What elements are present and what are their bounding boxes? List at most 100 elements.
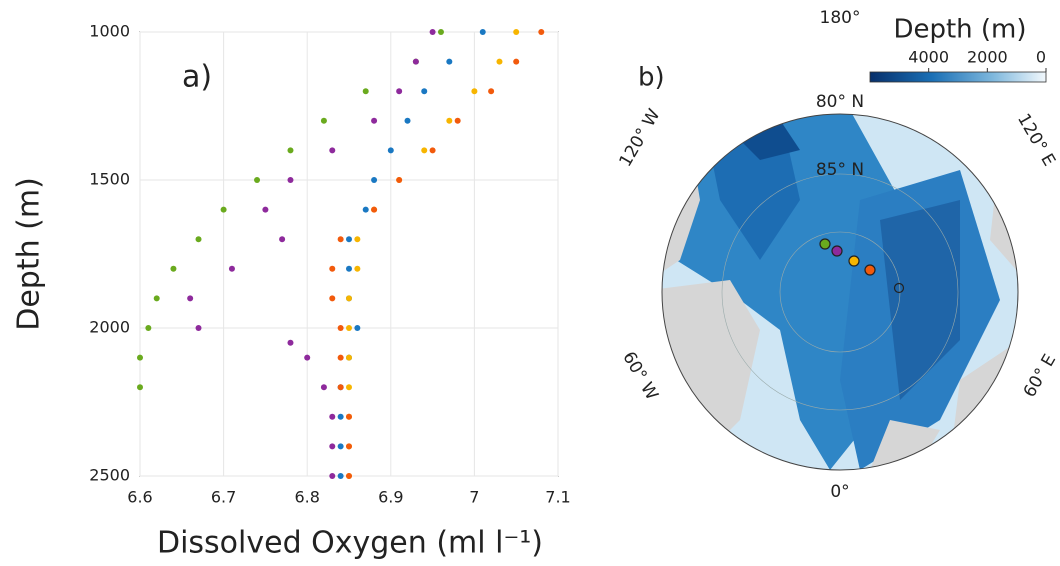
x-tick-label: 6.8	[294, 488, 319, 507]
data-point	[446, 59, 452, 65]
data-point	[421, 147, 427, 153]
data-point	[346, 325, 352, 331]
lon-label: 180°	[820, 8, 861, 28]
data-point	[329, 414, 335, 420]
data-point	[321, 118, 327, 124]
data-point	[513, 29, 519, 35]
data-point	[405, 118, 411, 124]
data-point	[354, 325, 360, 331]
data-point	[338, 325, 344, 331]
data-point	[430, 147, 436, 153]
data-point	[513, 59, 519, 65]
data-point	[480, 29, 486, 35]
y-tick-label: 2000	[89, 318, 130, 337]
data-point	[329, 443, 335, 449]
data-point	[145, 325, 151, 331]
x-tick-label: 6.6	[127, 488, 152, 507]
data-point	[279, 236, 285, 242]
lat-label: 85° N	[816, 160, 864, 180]
data-point	[137, 384, 143, 390]
colorbar-ticks: 4000 2000 0	[908, 48, 1046, 73]
data-point	[137, 355, 143, 361]
data-point	[329, 295, 335, 301]
plot-frame	[140, 32, 558, 476]
data-point	[346, 236, 352, 242]
y-axis-label: Depth (m)	[12, 177, 47, 331]
lon-label: 120° E	[1013, 110, 1059, 169]
data-point	[346, 384, 352, 390]
data-point	[287, 147, 293, 153]
lon-label: 60° W	[618, 348, 662, 403]
data-point	[229, 266, 235, 272]
data-point	[338, 384, 344, 390]
data-point	[329, 266, 335, 272]
panel-label: b)	[638, 63, 665, 93]
data-point	[496, 59, 502, 65]
lon-label: 60° E	[1020, 351, 1060, 401]
data-point	[363, 88, 369, 94]
data-point	[430, 29, 436, 35]
data-point	[338, 443, 344, 449]
data-point	[346, 443, 352, 449]
data-point	[154, 295, 160, 301]
y-tick-label: 1000	[89, 22, 130, 41]
data-point	[455, 118, 461, 124]
colorbar-tick-label: 4000	[908, 48, 949, 67]
data-point	[421, 88, 427, 94]
data-point	[221, 207, 227, 213]
data-point	[396, 177, 402, 183]
data-point	[187, 295, 193, 301]
data-point	[346, 266, 352, 272]
data-point	[346, 473, 352, 479]
lon-label: 0°	[830, 482, 849, 502]
data-point	[338, 414, 344, 420]
data-point	[346, 414, 352, 420]
data-point	[170, 266, 176, 272]
data-point	[438, 29, 444, 35]
x-tick-label: 6.7	[211, 488, 236, 507]
y-tick-label: 1500	[89, 170, 130, 189]
data-point	[196, 236, 202, 242]
data-point	[413, 59, 419, 65]
data-point	[329, 473, 335, 479]
data-point	[488, 88, 494, 94]
data-point	[354, 236, 360, 242]
y-tick-label: 2500	[89, 466, 130, 485]
data-point	[396, 88, 402, 94]
colorbar	[870, 72, 1046, 82]
data-point	[471, 88, 477, 94]
data-point	[287, 177, 293, 183]
data-point	[338, 355, 344, 361]
panel-label: a)	[182, 60, 212, 95]
data-point	[346, 355, 352, 361]
data-point	[262, 207, 268, 213]
x-tick-label: 7.1	[545, 488, 570, 507]
lon-label: 120° W	[616, 105, 665, 170]
data-point	[354, 266, 360, 272]
data-point	[287, 340, 293, 346]
x-tick-label: 7	[469, 488, 479, 507]
data-point	[371, 177, 377, 183]
data-point	[538, 29, 544, 35]
data-point	[346, 295, 352, 301]
data-point	[338, 236, 344, 242]
data-point	[446, 118, 452, 124]
data-point	[338, 473, 344, 479]
data-point	[321, 384, 327, 390]
data-point	[388, 147, 394, 153]
data-point	[304, 355, 310, 361]
colorbar-tick-label: 0	[1036, 48, 1046, 67]
x-axis-label: Dissolved Oxygen (ml l⁻¹)	[157, 526, 543, 561]
colorbar-title: Depth (m)	[893, 15, 1026, 45]
map	[650, 100, 1030, 480]
x-tick-label: 6.9	[378, 488, 403, 507]
colorbar-tick-label: 2000	[967, 48, 1008, 67]
data-point	[329, 147, 335, 153]
lat-label: 80° N	[816, 92, 864, 112]
data-point	[363, 207, 369, 213]
data-point	[196, 325, 202, 331]
data-point	[254, 177, 260, 183]
data-point	[371, 207, 377, 213]
data-point	[371, 118, 377, 124]
figure: 6.6 6.7 6.8 6.9 7 7.1 1000 1500 2000 2500 a) Diss…	[0, 0, 1060, 562]
